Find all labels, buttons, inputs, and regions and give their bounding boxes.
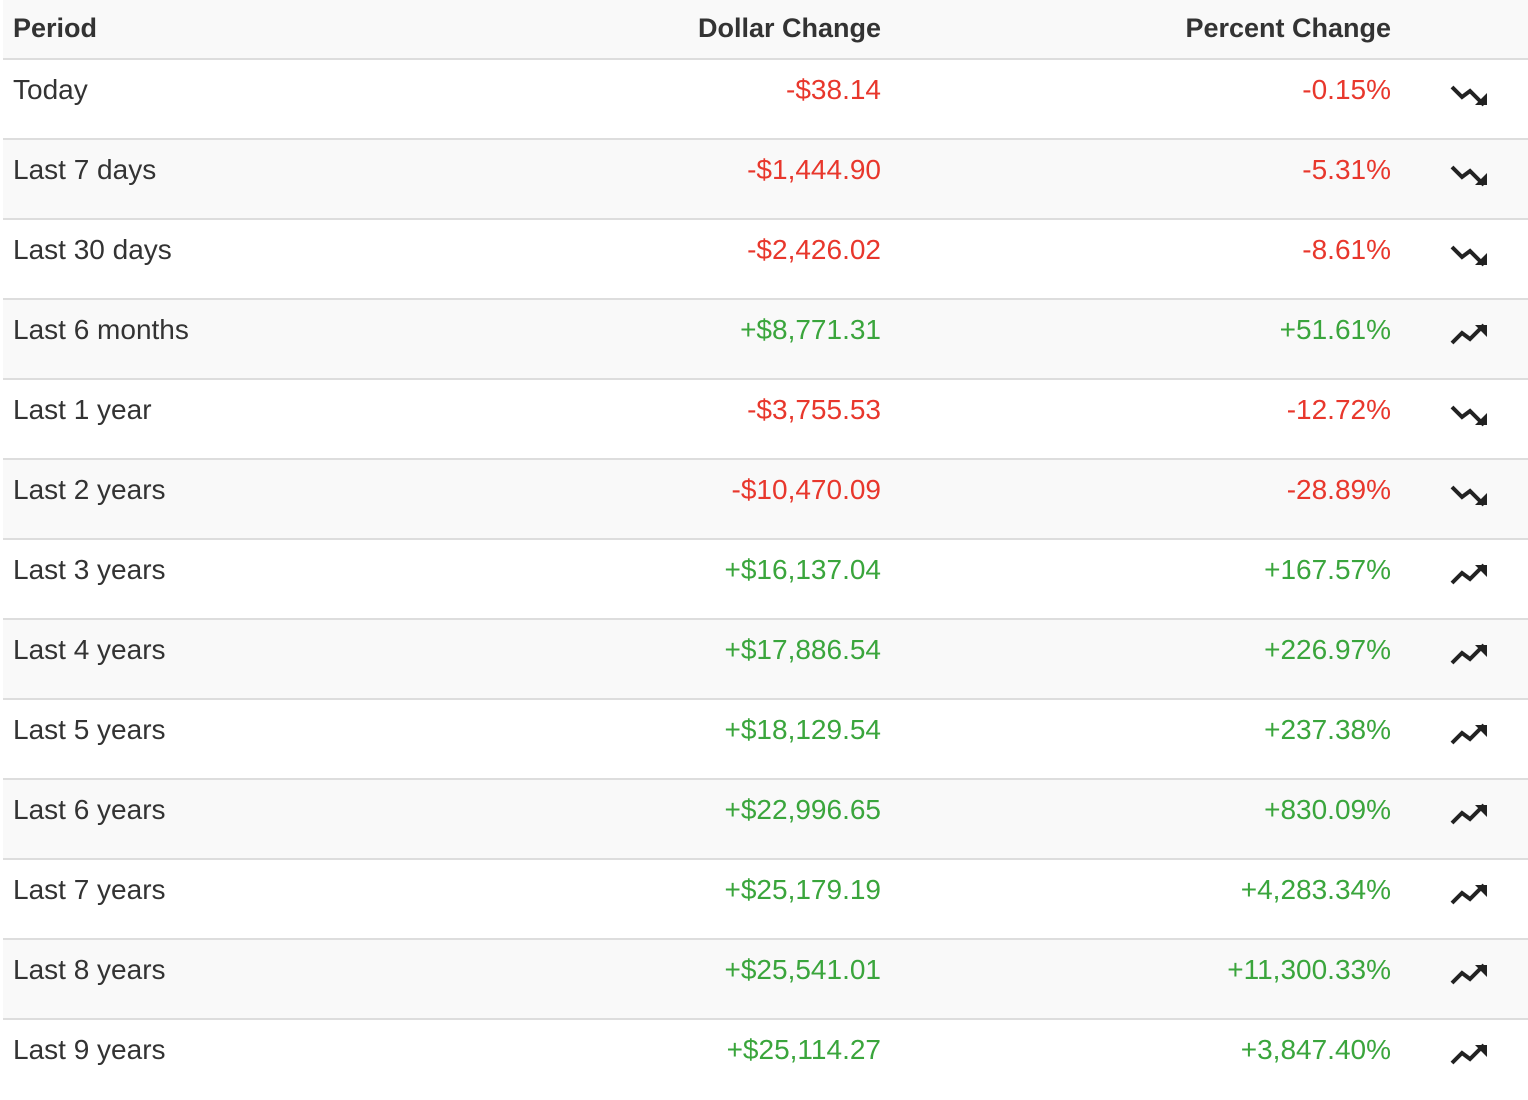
dollar-change-value: -$10,470.09 (731, 474, 881, 505)
percent-change-value: +830.09% (1264, 794, 1391, 825)
dollar-change-value: +$17,886.54 (724, 634, 882, 665)
table-row: Last 3 years +$16,137.04 +167.57% (3, 540, 1528, 620)
percent-change-value: +237.38% (1264, 714, 1391, 745)
trending-up-icon (1391, 700, 1528, 750)
trending-up-icon (1391, 940, 1528, 990)
trending-up-icon (1391, 540, 1528, 590)
percent-change-value: +11,300.33% (1227, 954, 1391, 985)
table-row: Last 9 years +$25,114.27 +3,847.40% (3, 1020, 1528, 1100)
percent-change-value: -28.89% (1286, 474, 1391, 505)
table-row: Last 2 years -$10,470.09 -28.89% (3, 460, 1528, 540)
percent-change-value: +226.97% (1264, 634, 1391, 665)
period-label: Last 6 months (13, 314, 189, 345)
percent-change-value: -0.15% (1302, 74, 1391, 105)
dollar-change-value: -$2,426.02 (747, 234, 881, 265)
period-label: Last 6 years (13, 794, 166, 825)
period-label: Last 30 days (13, 234, 172, 265)
dollar-change-value: -$1,444.90 (747, 154, 881, 185)
percent-change-value: +51.61% (1279, 314, 1391, 345)
dollar-change-value: +$25,179.19 (724, 874, 882, 905)
trending-up-icon (1391, 300, 1528, 350)
dollar-change-value: +$25,541.01 (724, 954, 882, 985)
period-label: Last 3 years (13, 554, 166, 585)
dollar-change-value: +$25,114.27 (726, 1034, 881, 1065)
period-label: Last 1 year (13, 394, 152, 425)
percent-change-value: -12.72% (1286, 394, 1391, 425)
trending-down-icon (1391, 220, 1528, 270)
dollar-change-value: +$22,996.65 (724, 794, 882, 825)
dollar-change-value: -$3,755.53 (747, 394, 881, 425)
header-dollar-change: Dollar Change (697, 13, 881, 43)
period-label: Last 8 years (13, 954, 166, 985)
dollar-change-value: +$8,771.31 (740, 314, 881, 345)
table-row: Last 1 year -$3,755.53 -12.72% (3, 380, 1528, 460)
trending-up-icon (1391, 620, 1528, 670)
table-body: Today -$38.14 -0.15% Last 7 days -$1,444.90 -… (3, 60, 1528, 1100)
table-row: Last 7 years +$25,179.19 +4,283.34% (3, 860, 1528, 940)
table-row: Last 8 years +$25,541.01 +11,300.33% (3, 940, 1528, 1020)
table-row: Today -$38.14 -0.15% (3, 60, 1528, 140)
table-row: Last 4 years +$17,886.54 +226.97% (3, 620, 1528, 700)
table-row: Last 30 days -$2,426.02 -8.61% (3, 220, 1528, 300)
percent-change-value: +4,283.34% (1240, 874, 1391, 905)
trending-down-icon (1391, 140, 1528, 190)
period-label: Last 5 years (13, 714, 166, 745)
percent-change-value: +167.57% (1264, 554, 1391, 585)
dollar-change-value: +$18,129.54 (724, 714, 882, 745)
trending-up-icon (1391, 860, 1528, 910)
trending-up-icon (1391, 1020, 1528, 1070)
period-label: Today (13, 74, 88, 105)
percent-change-value: -5.31% (1302, 154, 1391, 185)
trending-up-icon (1391, 780, 1528, 830)
period-label: Last 7 days (13, 154, 157, 185)
table-row: Last 7 days -$1,444.90 -5.31% (3, 140, 1528, 220)
header-percent-change: Percent Change (1185, 13, 1391, 43)
period-label: Last 2 years (13, 474, 166, 505)
percent-change-value: -8.61% (1302, 234, 1391, 265)
table-row: Last 6 years +$22,996.65 +830.09% (3, 780, 1528, 860)
header-trend (1391, 0, 1528, 12)
percent-change-value: +3,847.40% (1240, 1034, 1391, 1065)
table-header: Period Dollar Change Percent Change (3, 0, 1528, 60)
table-row: Last 5 years +$18,129.54 +237.38% (3, 700, 1528, 780)
table-row: Last 6 months +$8,771.31 +51.61% (3, 300, 1528, 380)
dollar-change-value: +$16,137.04 (724, 554, 882, 585)
trending-down-icon (1391, 460, 1528, 510)
header-period: Period (13, 13, 98, 43)
period-label: Last 9 years (13, 1034, 166, 1065)
trending-down-icon (1391, 380, 1528, 430)
dollar-change-value: -$38.14 (786, 74, 881, 105)
period-label: Last 4 years (13, 634, 166, 665)
performance-table: Period Dollar Change Percent Change Toda… (3, 0, 1528, 1100)
trending-down-icon (1391, 60, 1528, 110)
period-label: Last 7 years (13, 874, 166, 905)
